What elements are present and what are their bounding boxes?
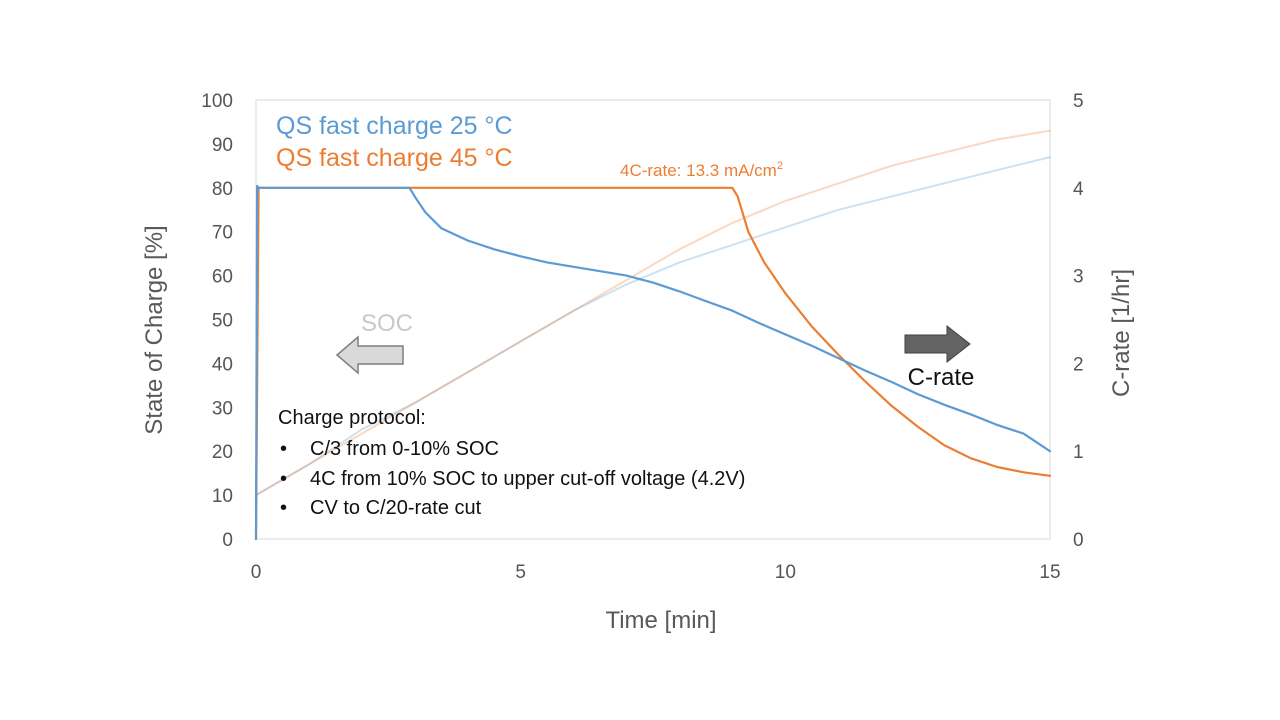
soc-arrow-label: SOC xyxy=(361,310,413,337)
left-tick-label: 20 xyxy=(212,442,233,463)
left-axis-title: State of Charge [%] xyxy=(141,225,168,434)
x-axis-title: Time [min] xyxy=(605,607,716,634)
x-tick-label: 15 xyxy=(1039,562,1060,583)
c-rate-note-text: 4C-rate: 13.3 mA/cm xyxy=(620,161,777,180)
right-tick-label: 1 xyxy=(1073,442,1084,463)
left-tick-label: 70 xyxy=(212,223,233,244)
c-rate-line-45c xyxy=(254,186,1052,541)
soc-arrow-icon xyxy=(335,335,404,375)
right-axis-title: C-rate [1/hr] xyxy=(1108,269,1135,397)
protocol-bullet-3: • xyxy=(280,497,287,519)
left-tick-label: 10 xyxy=(212,486,233,507)
left-tick-label: 50 xyxy=(212,311,233,332)
c-rate-note-superscript: 2 xyxy=(777,160,783,172)
c-rate-arrow-icon xyxy=(904,324,971,364)
left-tick-label: 40 xyxy=(212,354,233,375)
c-rate-line-25c xyxy=(254,184,1052,541)
right-axis-ticks: 0 1 2 3 4 5 xyxy=(1073,91,1084,551)
c-rate-arrow-label: C-rate xyxy=(908,364,975,391)
right-tick-label: 2 xyxy=(1073,354,1084,375)
soc-line-45c xyxy=(255,129,1051,497)
protocol-bullet-2: • xyxy=(280,468,287,490)
protocol-item-3: CV to C/20-rate cut xyxy=(310,497,482,519)
right-tick-label: 3 xyxy=(1073,267,1084,288)
protocol-item-1: C/3 from 0-10% SOC xyxy=(310,438,499,460)
legend-45c: QS fast charge 45 °C xyxy=(276,144,513,172)
right-tick-label: 5 xyxy=(1073,91,1084,112)
legend-25c: QS fast charge 25 °C xyxy=(276,112,513,140)
series-group xyxy=(254,129,1052,541)
x-tick-label: 10 xyxy=(775,562,796,583)
soc-line-25c xyxy=(255,156,1051,497)
protocol-title: Charge protocol: xyxy=(278,407,426,429)
right-tick-label: 0 xyxy=(1073,530,1084,551)
left-tick-label: 30 xyxy=(212,398,233,419)
protocol-bullet-1: • xyxy=(280,438,287,460)
x-tick-label: 5 xyxy=(515,562,526,583)
right-tick-label: 4 xyxy=(1073,179,1084,200)
protocol-item-2: 4C from 10% SOC to upper cut-off voltage… xyxy=(310,468,745,490)
c-rate-note: 4C-rate: 13.3 mA/cm2 xyxy=(620,160,783,180)
left-axis-ticks: 0 10 20 30 40 50 60 70 80 90 100 xyxy=(201,91,233,551)
left-tick-label: 90 xyxy=(212,135,233,156)
x-tick-label: 0 xyxy=(251,562,262,583)
left-tick-label: 0 xyxy=(222,530,233,551)
left-tick-label: 60 xyxy=(212,267,233,288)
x-axis-ticks: 0 5 10 15 xyxy=(251,562,1061,583)
left-tick-label: 80 xyxy=(212,179,233,200)
left-tick-label: 100 xyxy=(201,91,233,112)
